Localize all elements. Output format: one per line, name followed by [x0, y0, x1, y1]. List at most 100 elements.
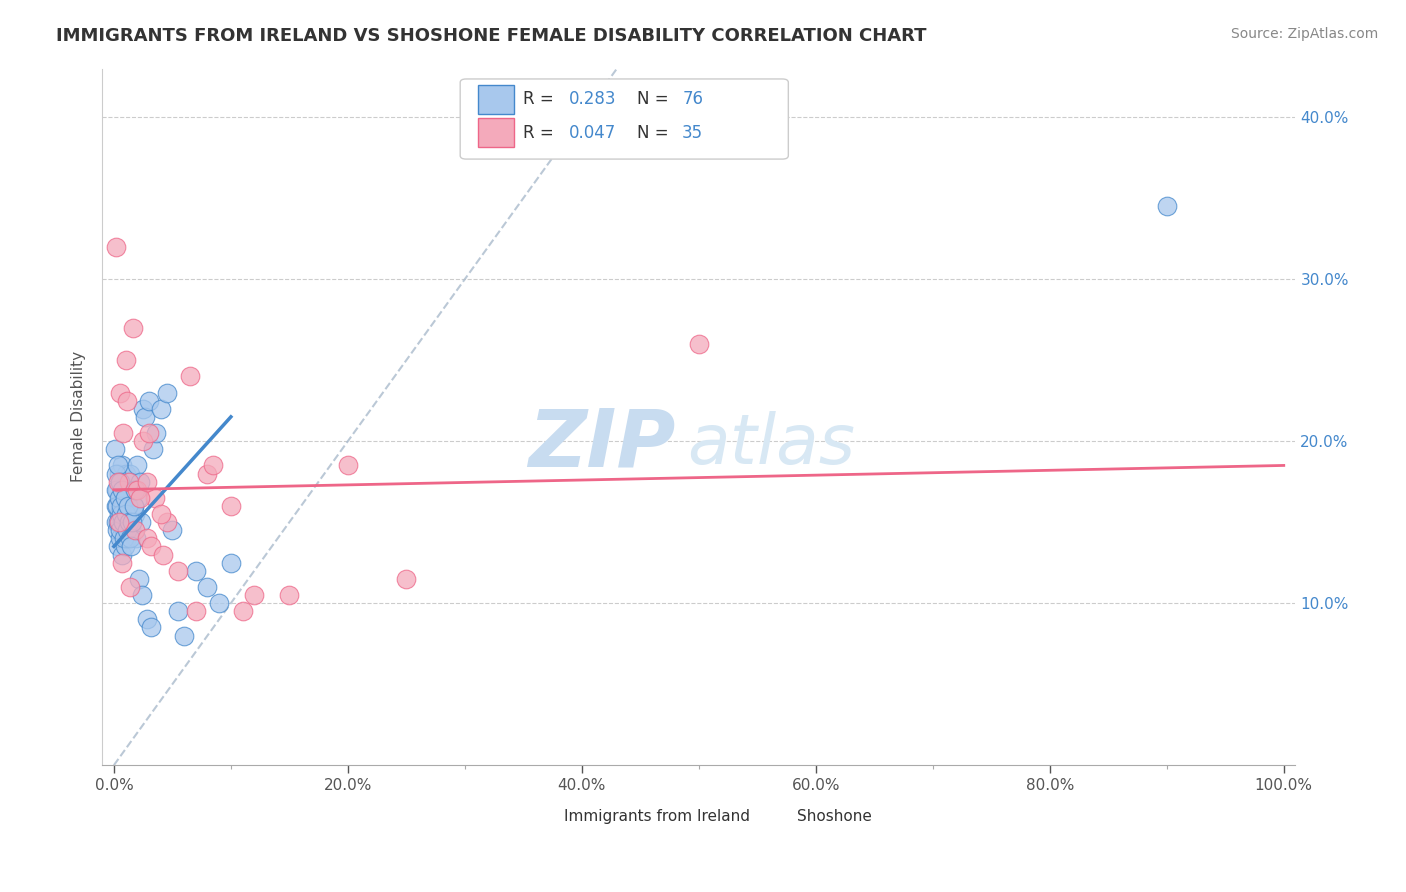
Point	[124, 507, 146, 521]
Point	[232, 604, 254, 618]
Point	[110, 499, 132, 513]
Point	[138, 425, 160, 440]
Point	[395, 572, 418, 586]
Point	[173, 628, 195, 642]
Point	[122, 499, 145, 513]
Point	[108, 491, 131, 505]
Point	[149, 401, 172, 416]
Point	[124, 523, 146, 537]
Point	[149, 507, 172, 521]
Point	[143, 491, 166, 505]
Point	[167, 564, 190, 578]
Point	[111, 515, 134, 529]
Point	[208, 596, 231, 610]
Point	[152, 548, 174, 562]
Point	[121, 515, 143, 529]
Point	[120, 580, 142, 594]
Point	[127, 491, 149, 505]
Text: Shoshone: Shoshone	[797, 809, 872, 824]
Point	[107, 483, 129, 497]
Text: 76: 76	[682, 90, 703, 108]
Point	[115, 507, 138, 521]
Point	[141, 540, 163, 554]
Point	[121, 483, 143, 497]
Point	[118, 475, 141, 489]
Point	[145, 425, 167, 440]
Point	[117, 499, 139, 513]
Point	[117, 475, 139, 489]
Text: atlas: atlas	[688, 411, 855, 478]
Point	[1156, 199, 1178, 213]
Point	[128, 572, 150, 586]
Point	[114, 491, 136, 505]
Point	[243, 588, 266, 602]
Point	[105, 467, 128, 481]
Text: IMMIGRANTS FROM IRELAND VS SHOSHONE FEMALE DISABILITY CORRELATION CHART: IMMIGRANTS FROM IRELAND VS SHOSHONE FEMA…	[56, 27, 927, 45]
Point	[197, 580, 219, 594]
Point	[132, 434, 155, 449]
Point	[184, 604, 207, 618]
Point	[112, 425, 135, 440]
Point	[179, 369, 201, 384]
Point	[127, 458, 149, 473]
Point	[118, 515, 141, 529]
Point	[108, 523, 131, 537]
Point	[132, 401, 155, 416]
Point	[110, 475, 132, 489]
Point	[112, 515, 135, 529]
Text: Source: ZipAtlas.com: Source: ZipAtlas.com	[1230, 27, 1378, 41]
Point	[138, 393, 160, 408]
Point	[107, 467, 129, 481]
Point	[105, 240, 128, 254]
Point	[112, 532, 135, 546]
Point	[120, 540, 142, 554]
Text: 0.047: 0.047	[569, 124, 616, 142]
Point	[167, 604, 190, 618]
Point	[117, 499, 139, 513]
Point	[219, 499, 242, 513]
Point	[110, 507, 132, 521]
Point	[107, 475, 129, 489]
FancyBboxPatch shape	[478, 85, 513, 114]
FancyBboxPatch shape	[478, 118, 513, 147]
Point	[105, 499, 128, 513]
Point	[107, 540, 129, 554]
Point	[129, 515, 152, 529]
Text: 35: 35	[682, 124, 703, 142]
Y-axis label: Female Disability: Female Disability	[72, 351, 86, 483]
Point	[114, 540, 136, 554]
Point	[108, 491, 131, 505]
Point	[105, 483, 128, 497]
Point	[120, 467, 142, 481]
Point	[162, 523, 184, 537]
Point	[122, 499, 145, 513]
Text: N =: N =	[637, 90, 673, 108]
Point	[135, 475, 157, 489]
Point	[112, 523, 135, 537]
Point	[107, 515, 129, 529]
Point	[108, 385, 131, 400]
Point	[108, 475, 131, 489]
Point	[128, 475, 150, 489]
FancyBboxPatch shape	[531, 805, 558, 828]
Point	[125, 532, 148, 546]
Point	[110, 532, 132, 546]
Point	[278, 588, 301, 602]
Point	[114, 467, 136, 481]
Point	[104, 515, 127, 529]
Point	[124, 483, 146, 497]
Point	[104, 442, 127, 457]
Point	[118, 532, 141, 546]
Point	[134, 409, 156, 424]
Point	[112, 499, 135, 513]
Point	[115, 491, 138, 505]
Point	[336, 458, 359, 473]
Point	[115, 523, 138, 537]
Point	[107, 458, 129, 473]
Point	[141, 442, 163, 457]
Point	[111, 483, 134, 497]
Text: N =: N =	[637, 124, 673, 142]
Point	[110, 548, 132, 562]
Point	[105, 523, 128, 537]
Point	[111, 458, 134, 473]
